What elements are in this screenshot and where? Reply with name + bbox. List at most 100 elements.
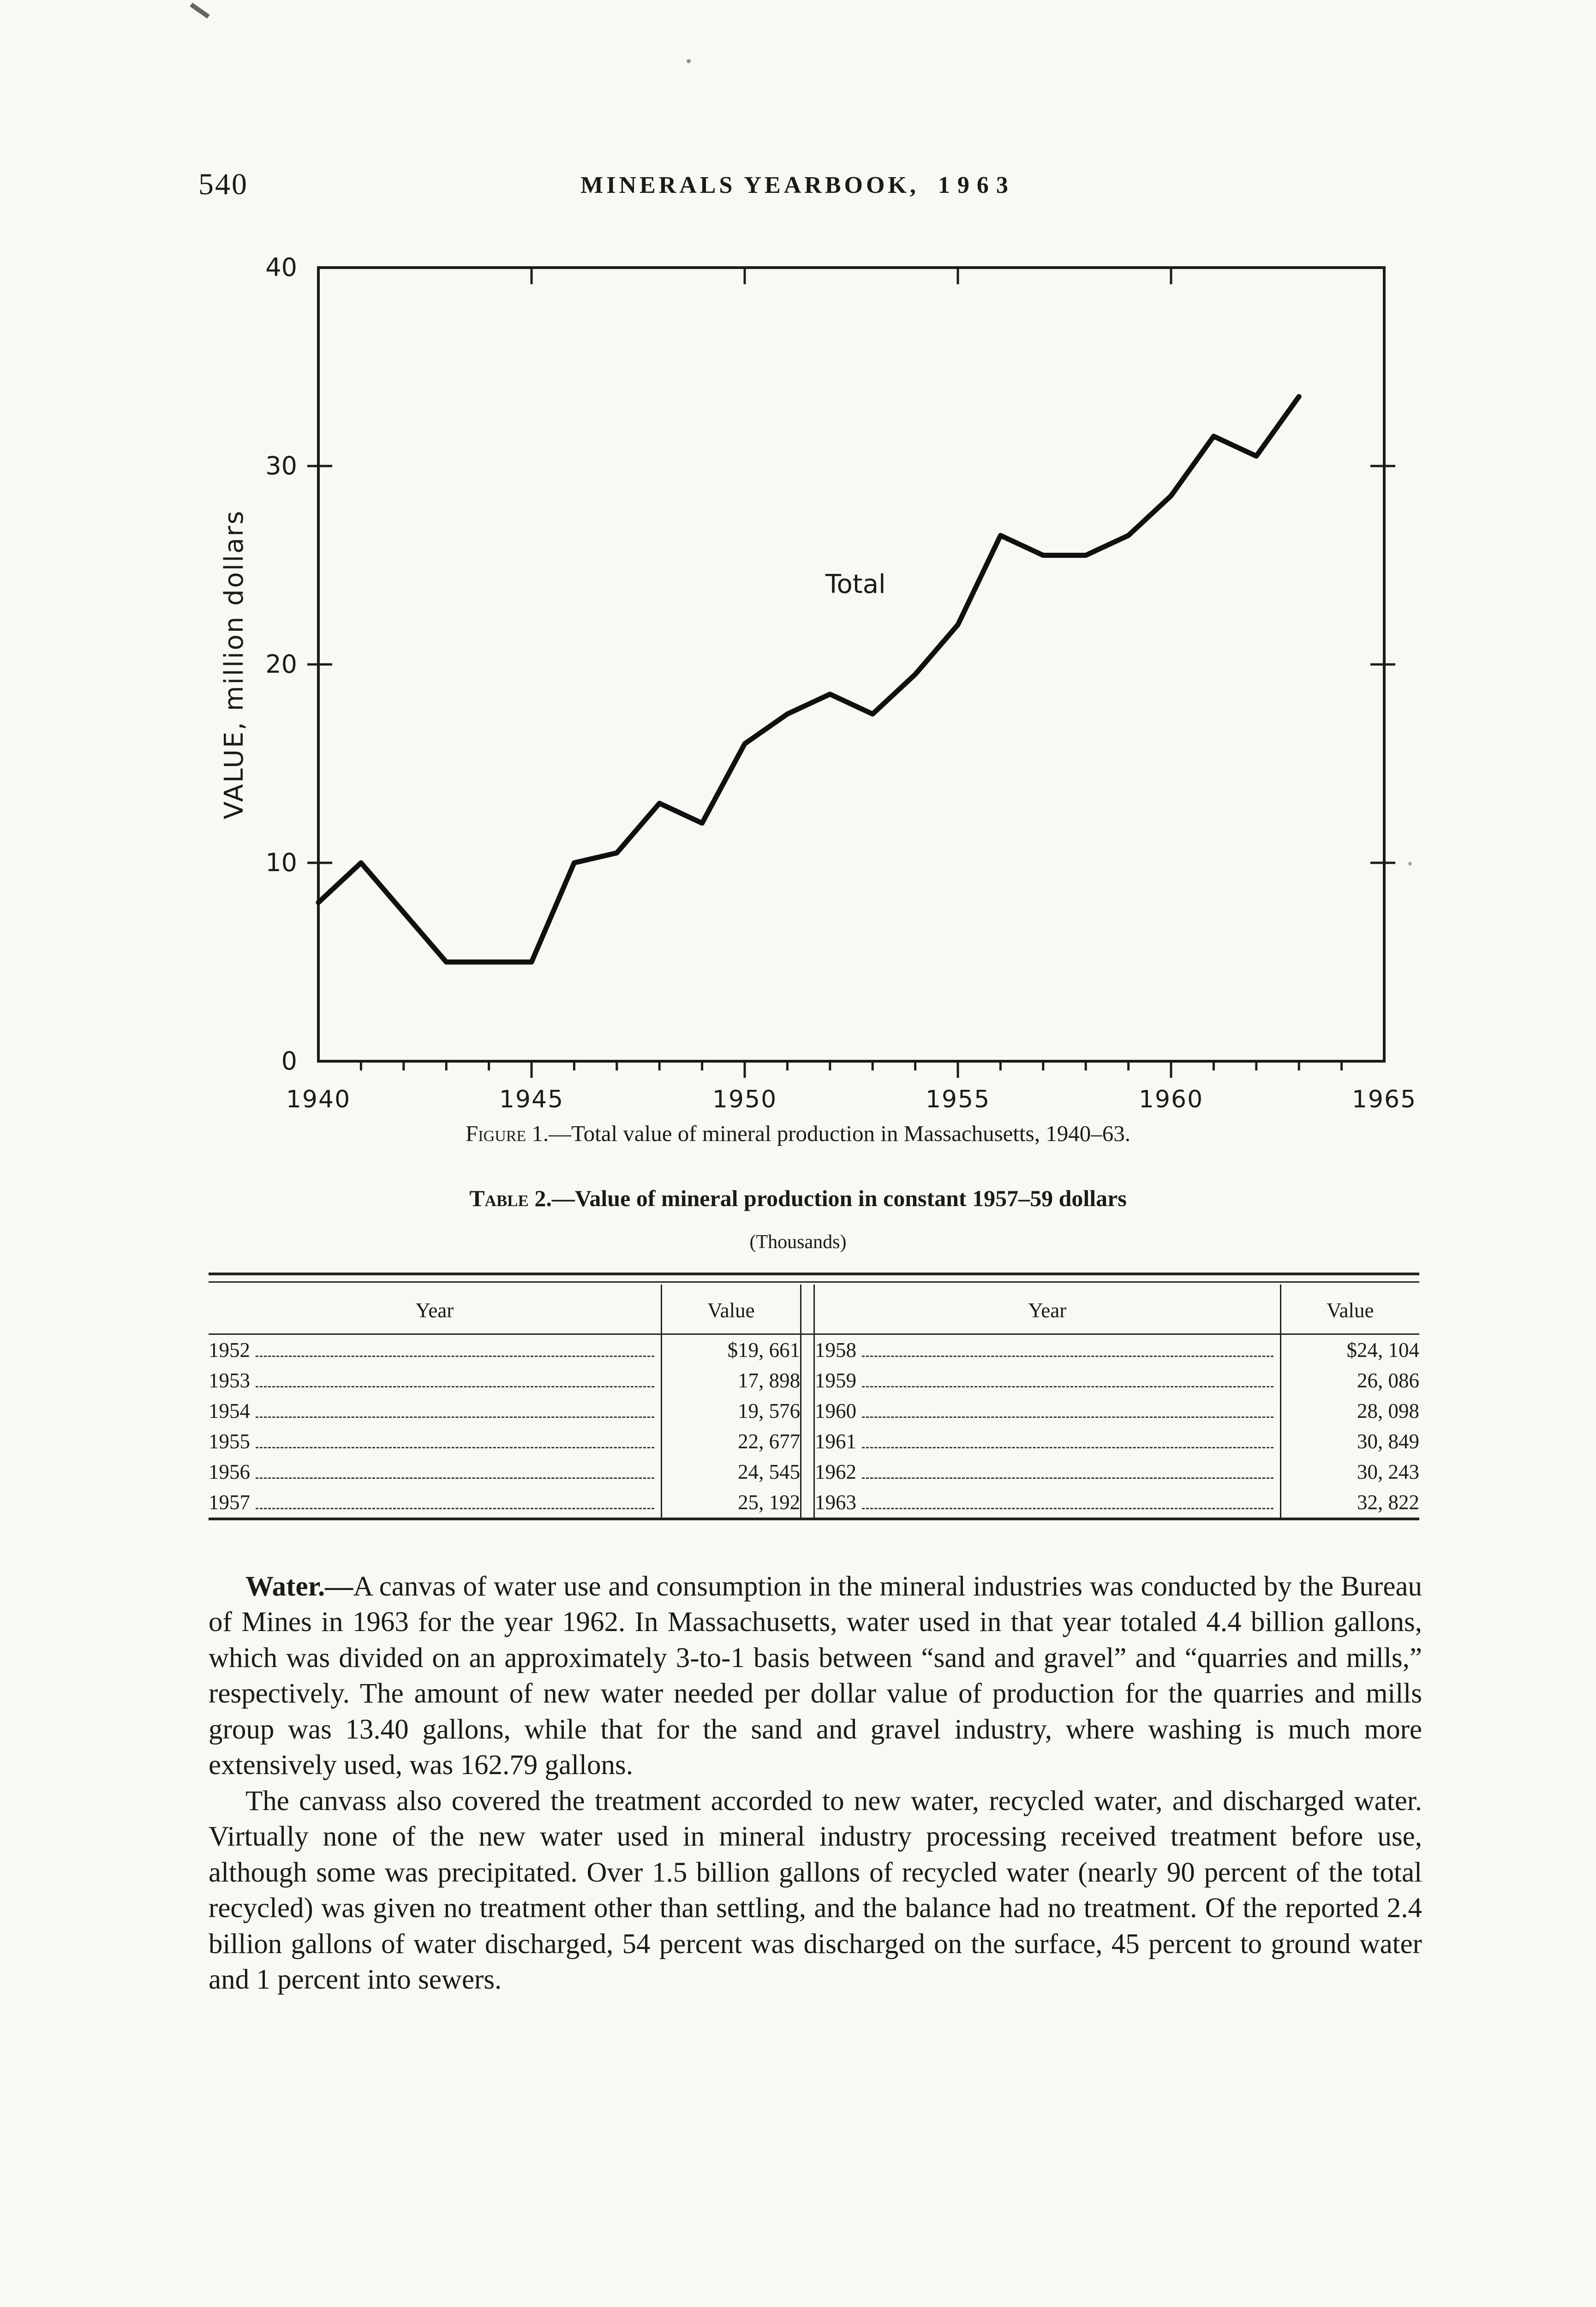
- figure-caption-text: —Total value of mineral production in Ma…: [549, 1121, 1130, 1146]
- year-cell: 1959: [814, 1365, 1281, 1396]
- value-cell: 17, 898: [738, 1369, 801, 1392]
- series-line-total: [316, 394, 1302, 965]
- table-subtitle: (Thousands): [749, 1231, 847, 1253]
- year-cell: 1960: [814, 1396, 1281, 1426]
- year-label: 1955: [209, 1430, 250, 1453]
- value-cell: 30, 243: [1357, 1460, 1419, 1483]
- table-row: 1955 22, 677 1961 30, 849: [209, 1426, 1419, 1457]
- dot-leader: [861, 1508, 1273, 1509]
- table-center-double-rule: [800, 1487, 815, 1519]
- value-cell: 30, 849: [1357, 1430, 1419, 1453]
- value-cell: $24, 104: [1346, 1339, 1420, 1362]
- dot-leader: [256, 1356, 654, 1357]
- scan-artifact: [1408, 862, 1412, 866]
- dot-leader: [256, 1416, 654, 1418]
- table-row: 1953 17, 898 1959 26, 086: [209, 1365, 1419, 1396]
- year-cell: 1962: [814, 1457, 1281, 1487]
- x-axis-tick-label: 1960: [1139, 1086, 1203, 1113]
- paragraph-1-text: A canvas of water use and consumption in…: [209, 1571, 1422, 1781]
- year-label: 1958: [814, 1339, 856, 1362]
- x-axis-tick-label: 1965: [1352, 1086, 1417, 1113]
- dot-leader: [256, 1447, 654, 1448]
- year-label: 1961: [814, 1430, 856, 1453]
- page-number: 540: [198, 167, 248, 201]
- year-label: 1963: [814, 1491, 856, 1514]
- y-axis-tick-label: 30: [265, 451, 297, 480]
- year-label: 1957: [209, 1491, 250, 1514]
- x-axis-tick-label: 1945: [499, 1086, 564, 1113]
- year-label: 1954: [209, 1399, 250, 1422]
- year-label: 1952: [209, 1339, 250, 1362]
- dot-leader: [256, 1386, 654, 1387]
- value-cell: 22, 677: [738, 1430, 801, 1453]
- table-center-double-rule: [800, 1334, 815, 1365]
- body-paragraph-2: The canvass also covered the treatment a…: [209, 1785, 1422, 1996]
- year-label: 1959: [814, 1369, 856, 1392]
- year-label: 1956: [209, 1460, 250, 1483]
- scan-artifact: [687, 59, 691, 63]
- running-head-title: MINERALS YEARBOOK,: [580, 172, 919, 198]
- dot-leader: [861, 1386, 1273, 1387]
- x-axis-tick-label: 1955: [926, 1086, 990, 1113]
- table-row: 1956 24, 545 1962 30, 243: [209, 1457, 1419, 1487]
- table-header-row: Year Value Year Value: [209, 1285, 1419, 1335]
- year-cell: 1952: [209, 1334, 662, 1365]
- paragraph-lead-word: Water.—: [245, 1571, 353, 1602]
- y-axis-tick-label: 10: [265, 848, 297, 877]
- dot-leader: [256, 1477, 654, 1479]
- figure-1-line-chart: 0 10 20 30 40 1940 1945 1950 1955 1960 1965 VALUE, …: [219, 253, 1417, 1113]
- year-cell: 1963: [814, 1487, 1281, 1519]
- table-center-double-rule: [800, 1426, 815, 1457]
- header-value-right: Value: [1280, 1285, 1419, 1335]
- table-title: Table 2.—Value of mineral production in …: [0, 1185, 1596, 1212]
- value-cell: 25, 192: [738, 1491, 801, 1514]
- value-cell: 32, 822: [1357, 1491, 1419, 1514]
- header-value-left: Value: [661, 1285, 801, 1335]
- scan-artifact: [190, 2, 210, 19]
- table-center-double-rule: [800, 1285, 815, 1335]
- value-cell: 28, 098: [1357, 1399, 1419, 1422]
- year-cell: 1953: [209, 1365, 662, 1396]
- dot-leader: [861, 1447, 1273, 1448]
- value-cell: $19, 661: [727, 1339, 801, 1362]
- header-year-right: Year: [814, 1285, 1281, 1335]
- y-axis-tick-label: 0: [281, 1046, 297, 1076]
- dot-leader: [861, 1356, 1273, 1357]
- table-title-label: Table 2.: [469, 1185, 552, 1211]
- running-head: MINERALS YEARBOOK, 1963: [0, 172, 1596, 199]
- table-row: 1957 25, 192 1963 32, 822: [209, 1487, 1419, 1519]
- value-cell: 26, 086: [1357, 1369, 1419, 1392]
- header-year-left: Year: [209, 1285, 662, 1335]
- table-row: 1954 19, 576 1960 28, 098: [209, 1396, 1419, 1426]
- x-axis-tick-label: 1940: [286, 1086, 351, 1113]
- table-top-double-rule: [209, 1273, 1419, 1283]
- plot-border: [317, 266, 1386, 1063]
- figure-caption-label: Figure 1.: [466, 1121, 549, 1146]
- table-center-double-rule: [800, 1396, 815, 1426]
- year-label: 1962: [814, 1460, 856, 1483]
- table-2: Year Value Year Value 1952 $19, 661 1958 $2…: [209, 1273, 1419, 1520]
- y-axis-tick-label: 20: [265, 650, 297, 679]
- y-axis-title: VALUE, million dollars: [219, 509, 249, 819]
- body-paragraph-1: Water.—A canvas of water use and consump…: [209, 1569, 1422, 1783]
- year-label: 1960: [814, 1399, 856, 1422]
- mineral-production-table: Year Value Year Value 1952 $19, 661 1958 $2…: [209, 1285, 1419, 1520]
- series-label: Total: [825, 569, 886, 599]
- year-cell: 1958: [814, 1334, 1281, 1365]
- y-axis-tick-label: 40: [265, 253, 297, 282]
- x-axis-tick-label: 1950: [712, 1086, 777, 1113]
- year-cell: 1955: [209, 1426, 662, 1457]
- table-row: 1952 $19, 661 1958 $24, 104: [209, 1334, 1420, 1365]
- year-label: 1953: [209, 1369, 250, 1392]
- table-center-double-rule: [800, 1457, 815, 1487]
- value-cell: 19, 576: [738, 1399, 801, 1422]
- year-cell: 1961: [814, 1426, 1281, 1457]
- figure-caption: Figure 1.—Total value of mineral product…: [0, 1120, 1596, 1147]
- body-text: Water.—A canvas of water use and consump…: [209, 1569, 1422, 1998]
- year-cell: 1957: [209, 1487, 662, 1519]
- dot-leader: [256, 1508, 654, 1509]
- dot-leader: [861, 1416, 1273, 1418]
- value-cell: 24, 545: [738, 1460, 801, 1483]
- table-title-text: —Value of mineral production in constant…: [551, 1185, 1127, 1211]
